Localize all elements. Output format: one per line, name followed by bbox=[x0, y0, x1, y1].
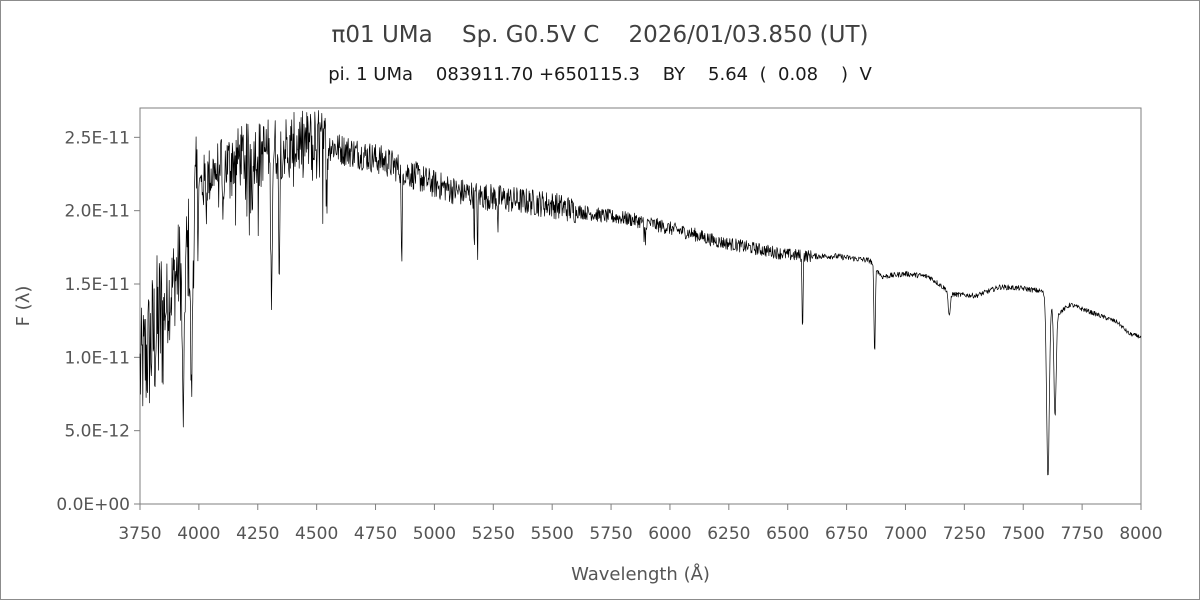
y-tick-label: 2.0E-11 bbox=[64, 202, 130, 222]
x-axis-label: Wavelength (Å) bbox=[571, 563, 710, 585]
x-tick-label: 4000 bbox=[177, 524, 220, 544]
x-tick-label: 5500 bbox=[531, 524, 574, 544]
y-axis-label: F (λ) bbox=[13, 286, 34, 327]
chart-subtitle: pi. 1 UMa 083911.70 +650115.3 BY 5.64 ( … bbox=[328, 64, 872, 85]
x-tick-label: 6500 bbox=[766, 524, 809, 544]
y-axis: 0.0E+00 5.0E-12 1.0E-11 1.5E-11 2.0E-11 2.5E-… bbox=[56, 128, 140, 515]
x-tick-label: 4250 bbox=[236, 524, 279, 544]
x-tick-label: 7250 bbox=[943, 524, 986, 544]
x-tick-label: 8000 bbox=[1119, 524, 1162, 544]
y-tick-label: 1.0E-11 bbox=[64, 348, 130, 368]
y-tick-label: 1.5E-11 bbox=[64, 275, 130, 295]
y-tick-label: 2.5E-11 bbox=[64, 128, 130, 148]
chart-title: π01 UMa Sp. G0.5V C 2026/01/03.850 (UT) bbox=[331, 22, 869, 48]
x-tick-label: 3750 bbox=[118, 524, 161, 544]
x-tick-label: 4750 bbox=[354, 524, 397, 544]
x-tick-label: 4500 bbox=[295, 524, 338, 544]
plot-area bbox=[139, 107, 1142, 505]
spectrum-line bbox=[139, 110, 1142, 476]
y-tick-label: 5.0E-12 bbox=[64, 422, 130, 442]
y-tick-label: 0.0E+00 bbox=[56, 495, 130, 515]
x-tick-label: 5250 bbox=[472, 524, 515, 544]
x-tick-label: 6250 bbox=[707, 524, 750, 544]
x-tick-label: 7500 bbox=[1002, 524, 1045, 544]
x-tick-label: 5750 bbox=[589, 524, 632, 544]
x-axis: 3750 4000 4250 4500 4750 5000 5250 5500 5750 6000… bbox=[118, 504, 1163, 544]
x-tick-label: 6750 bbox=[825, 524, 868, 544]
x-tick-label: 6000 bbox=[648, 524, 691, 544]
x-tick-label: 5000 bbox=[413, 524, 456, 544]
x-tick-label: 7000 bbox=[884, 524, 927, 544]
x-tick-label: 7750 bbox=[1060, 524, 1103, 544]
